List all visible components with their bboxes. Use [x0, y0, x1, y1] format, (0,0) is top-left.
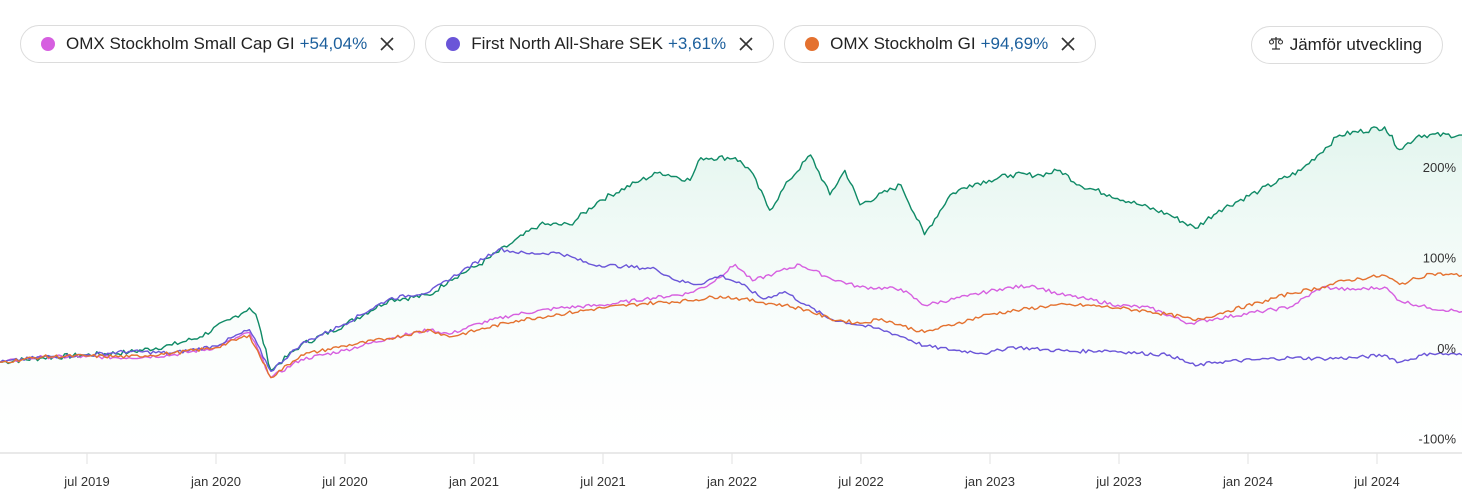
x-tick-label: jan 2023 [964, 474, 1015, 489]
legend-chip-small-cap[interactable]: OMX Stockholm Small Cap GI +54,04% [20, 25, 416, 63]
series-area-fill [0, 126, 1462, 454]
scale-icon [1268, 35, 1284, 56]
series-line-first-north-all-share-sek[interactable] [0, 247, 1462, 372]
legend-name: First North All-Share SEK [471, 34, 663, 53]
close-icon[interactable] [1060, 36, 1076, 52]
x-tick-label: jan 2020 [190, 474, 241, 489]
x-tick-label: jul 2020 [321, 474, 368, 489]
series-line-primary-instrument[interactable] [0, 126, 1462, 372]
legend-change: +94,69% [980, 34, 1049, 53]
series-color-dot [446, 37, 461, 51]
legend-change: +3,61% [668, 34, 727, 53]
compare-button[interactable]: Jämför utveckling [1250, 26, 1443, 64]
x-tick-label: jul 2021 [579, 474, 626, 489]
legend-chip-omx-gi[interactable]: OMX Stockholm GI +94,69% [784, 25, 1097, 63]
x-tick-label: jan 2021 [448, 474, 499, 489]
legend-name: OMX Stockholm Small Cap GI [66, 34, 295, 53]
x-tick-label: jul 2022 [837, 474, 884, 489]
x-tick-label: jul 2024 [1353, 474, 1400, 489]
x-tick-label: jan 2024 [1222, 474, 1273, 489]
series-line-omx-stockholm-gi[interactable] [0, 272, 1462, 379]
y-tick-label: 0% [1437, 341, 1456, 356]
series-color-dot [41, 37, 55, 51]
legend-name: OMX Stockholm GI [830, 34, 976, 53]
series-line-omx-stockholm-small-cap-gi[interactable] [0, 263, 1462, 379]
y-tick-label: 100% [1423, 251, 1457, 266]
legend-chip-first-north[interactable]: First North All-Share SEK +3,61% [425, 25, 775, 63]
x-tick-label: jan 2022 [706, 474, 757, 489]
series-color-dot [805, 37, 820, 51]
legend-change: +54,04% [299, 34, 368, 53]
close-icon[interactable] [738, 36, 754, 52]
close-icon[interactable] [379, 36, 395, 52]
y-tick-label: 200% [1423, 160, 1457, 175]
x-tick-label: jul 2023 [1095, 474, 1142, 489]
y-tick-label: -100% [1418, 432, 1456, 447]
compare-label: Jämför utveckling [1289, 35, 1422, 54]
x-tick-label: jul 2019 [63, 474, 110, 489]
legend-chips: OMX Stockholm Small Cap GI +54,04% First… [20, 25, 1097, 65]
